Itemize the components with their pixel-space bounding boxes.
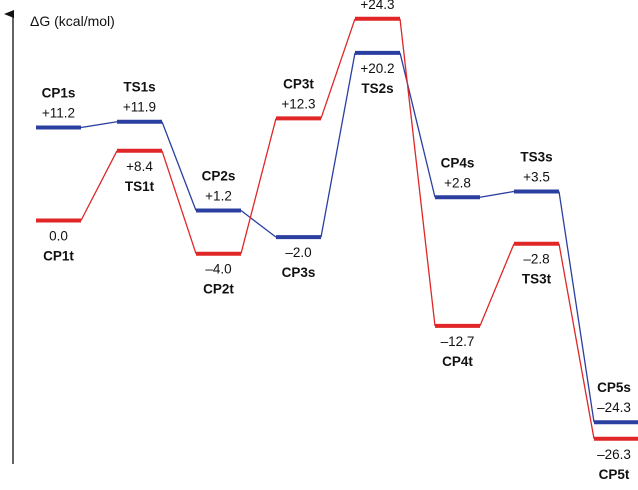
name-label-cp3s: CP3s [282, 265, 316, 280]
connector-line [558, 191, 595, 423]
value-label-ts1s: +11.9 [123, 100, 156, 115]
connector-line [320, 52, 356, 238]
connector-line [399, 52, 436, 198]
name-label-cp2t: CP2t [203, 282, 234, 297]
name-label-ts2s: TS2s [361, 81, 393, 96]
value-label-cp4s: +2.8 [444, 175, 471, 190]
name-label-ts1t: TS1t [125, 179, 155, 194]
connector-line [240, 210, 277, 238]
name-label-ts3t: TS3t [522, 272, 552, 287]
name-label-cp1t: CP1t [43, 249, 74, 264]
name-label-cp5t: CP5t [599, 467, 630, 482]
name-label-ts1s: TS1s [123, 80, 155, 95]
value-label-ts1t: +8.4 [126, 159, 153, 174]
connector-line [558, 243, 595, 439]
connector-line [161, 121, 197, 211]
level-labels: +11.2 CP1s +11.9 TS1s +1.2 CP2s –2.0 CP3s +20.2 T… [42, 0, 631, 482]
energy-levels [36, 16, 638, 441]
name-label-cp1s: CP1s [42, 86, 76, 101]
value-label-cp1t: 0.0 [49, 229, 68, 244]
value-label-cp2s: +1.2 [205, 189, 232, 204]
value-label-cp3t: +12.3 [281, 96, 315, 111]
value-label-cp1s: +11.2 [42, 106, 75, 121]
y-axis-label: ΔG (kcal/mol) [30, 13, 115, 29]
name-label-cp5s: CP5s [597, 380, 631, 395]
connector-line [320, 18, 356, 119]
connector-lines [80, 18, 595, 439]
connector-line [240, 118, 277, 254]
name-label-cp3t: CP3t [283, 76, 314, 91]
value-label-ts2s: +20.2 [360, 61, 394, 76]
name-label-cp2s: CP2s [202, 169, 236, 184]
value-label-cp5t: –26.3 [597, 447, 631, 462]
connector-line [80, 150, 118, 221]
connector-line [479, 190, 515, 198]
connector-line [399, 18, 436, 326]
value-label-cp2t: –4.0 [205, 262, 231, 277]
name-label-cp4s: CP4s [441, 155, 475, 170]
connector-line [80, 121, 118, 129]
name-label-ts3s: TS3s [520, 149, 552, 164]
value-label-ts3t: –2.8 [523, 252, 549, 267]
value-label-cp5s: –24.3 [597, 400, 631, 415]
connector-line [479, 243, 515, 327]
value-label-cp4t: –12.7 [441, 334, 475, 349]
name-label-cp4t: CP4t [442, 354, 473, 369]
value-label-ts3s: +3.5 [523, 169, 550, 184]
connector-line [161, 150, 197, 254]
value-label-ts2t: +24.3 [360, 0, 394, 12]
value-label-cp3s: –2.0 [285, 245, 311, 260]
